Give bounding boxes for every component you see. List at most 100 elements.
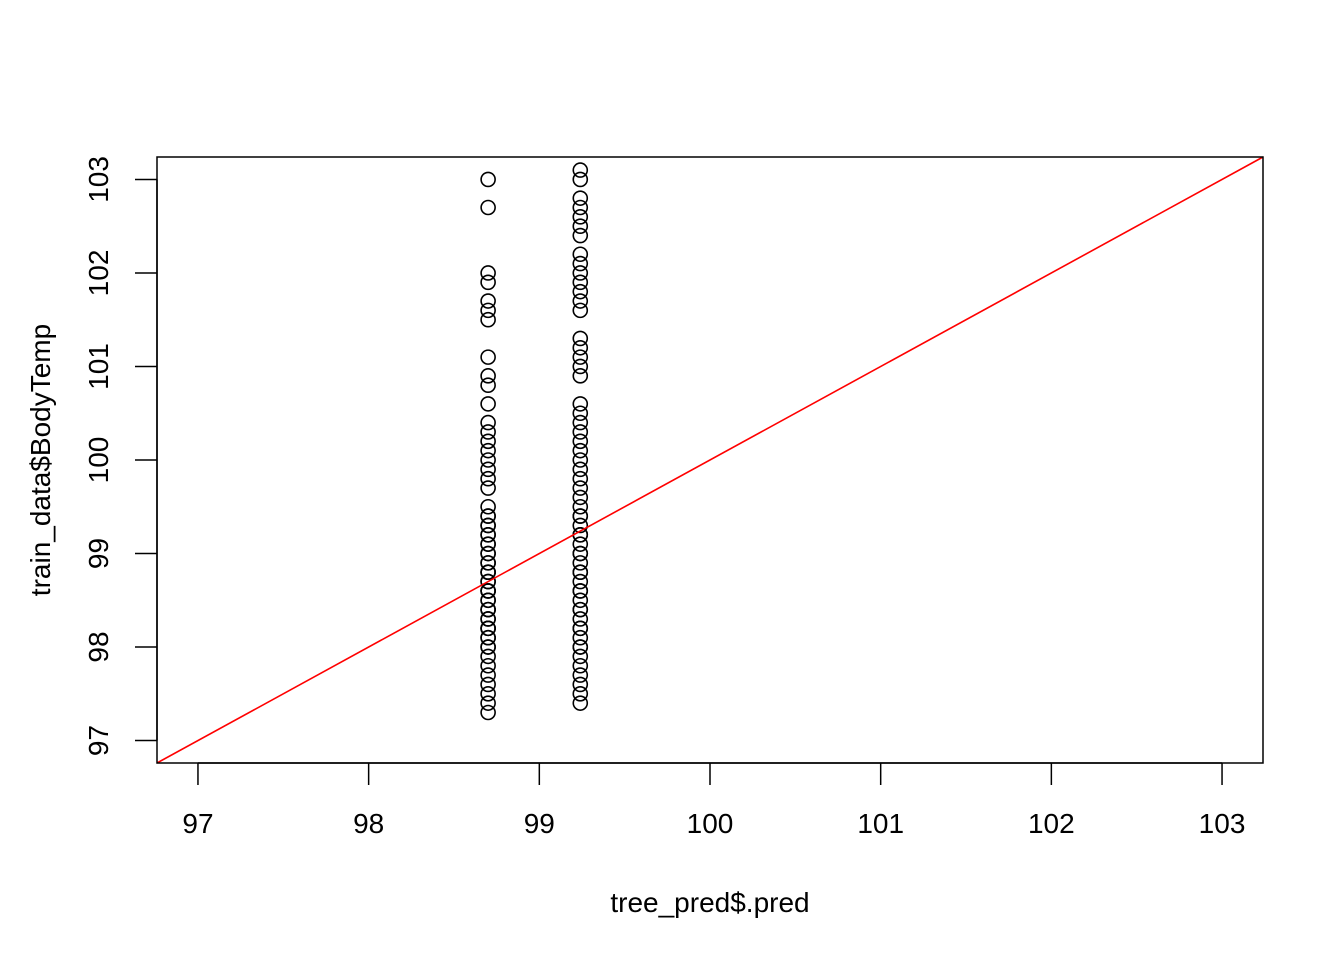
data-point: [572, 255, 589, 272]
data-point: [480, 414, 496, 431]
data-point: [572, 171, 589, 188]
data-point: [572, 452, 589, 468]
data-point: [572, 368, 589, 384]
data-point: [480, 265, 496, 281]
data-point: [480, 498, 496, 515]
data-point: [480, 377, 496, 393]
data-point: [572, 573, 589, 590]
data-point: [572, 657, 589, 674]
points-layer: [480, 162, 589, 721]
data-point: [572, 620, 589, 637]
data-point: [480, 480, 496, 496]
data-point: [480, 601, 496, 618]
data-point: [572, 480, 589, 496]
data-point: [480, 527, 496, 543]
data-point: [480, 171, 496, 188]
data-point: [480, 648, 496, 665]
data-point: [572, 330, 589, 347]
data-point: [572, 555, 589, 571]
data-point: [480, 396, 496, 412]
x-tick-label: 102: [1028, 808, 1075, 839]
data-point: [572, 209, 589, 225]
data-point: [480, 311, 496, 328]
y-axis-title: train_data$BodyTemp: [25, 324, 56, 596]
data-point: [480, 629, 496, 646]
data-point: [572, 302, 589, 319]
data-point: [480, 545, 496, 562]
data-point: [480, 424, 496, 440]
data-point: [572, 695, 589, 711]
data-point: [480, 573, 496, 590]
x-axis: 97 98 99 100 101 102 103: [182, 762, 1245, 839]
data-point: [480, 199, 496, 216]
y-tick-label: 103: [83, 156, 114, 203]
data-point: [480, 564, 496, 581]
data-point: [480, 555, 496, 571]
y-tick-label: 98: [83, 631, 114, 662]
data-point: [480, 349, 496, 365]
data-point: [572, 339, 589, 356]
data-point: [572, 583, 589, 599]
data-point: [572, 470, 589, 487]
data-point: [480, 368, 496, 384]
x-axis-title: tree_pred$.pred: [610, 887, 809, 918]
x-tick-label: 97: [182, 808, 213, 839]
data-point: [572, 358, 589, 375]
data-point: [480, 508, 496, 524]
data-point: [480, 639, 496, 655]
data-point: [572, 601, 589, 618]
data-point: [480, 302, 496, 319]
x-tick-label: 101: [857, 808, 904, 839]
data-point: [572, 592, 589, 609]
data-point: [572, 246, 589, 263]
data-point: [572, 611, 589, 627]
data-point: [480, 293, 496, 309]
data-point: [572, 629, 589, 646]
data-point: [572, 508, 589, 524]
reference-line: [156, 156, 1264, 764]
data-point: [572, 283, 589, 300]
data-point: [480, 274, 496, 291]
data-point: [480, 433, 496, 450]
data-point: [572, 199, 589, 216]
reference-line-layer: [156, 156, 1264, 764]
data-point: [480, 695, 496, 711]
data-point: [572, 527, 589, 543]
data-point: [572, 639, 589, 655]
data-point: [572, 293, 589, 309]
data-point: [480, 667, 496, 683]
y-tick-label: 101: [83, 343, 114, 390]
x-tick-label: 99: [524, 808, 555, 839]
data-point: [572, 396, 589, 412]
data-point: [480, 536, 496, 552]
data-point: [480, 517, 496, 534]
data-point: [480, 461, 496, 478]
data-point: [480, 704, 496, 721]
x-tick-label: 98: [353, 808, 384, 839]
data-point: [572, 498, 589, 515]
data-point: [480, 470, 496, 487]
data-point: [572, 517, 589, 534]
data-point: [572, 414, 589, 431]
data-point: [572, 274, 589, 291]
data-point: [572, 545, 589, 562]
data-point: [572, 405, 589, 422]
data-point: [480, 676, 496, 693]
data-point: [572, 162, 589, 178]
data-point: [480, 442, 496, 459]
data-point: [572, 265, 589, 281]
y-tick-label: 102: [83, 250, 114, 297]
data-point: [572, 227, 589, 244]
data-point: [572, 349, 589, 365]
data-point: [572, 685, 589, 702]
data-point: [480, 611, 496, 627]
y-tick-label: 100: [83, 437, 114, 484]
data-point: [572, 489, 589, 506]
y-tick-label: 99: [83, 538, 114, 569]
data-point: [480, 685, 496, 702]
x-tick-label: 100: [687, 808, 734, 839]
data-point: [572, 564, 589, 581]
data-point: [572, 667, 589, 683]
data-point: [480, 452, 496, 468]
